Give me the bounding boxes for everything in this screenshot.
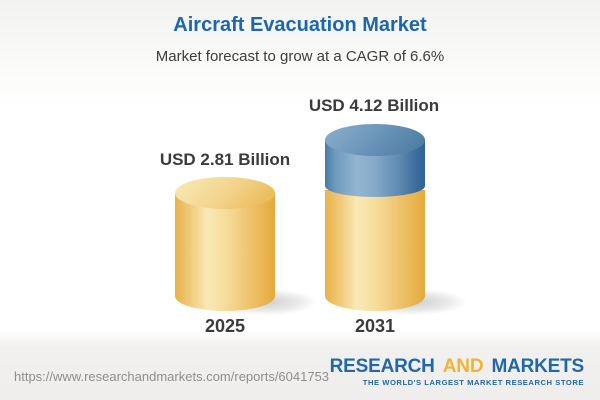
cylinder-2031-base-segment	[325, 190, 425, 311]
brand-logo-wordmark: RESEARCH AND MARKETS	[329, 356, 585, 377]
brand-logo: RESEARCH AND MARKETS THE WORLD'S LARGEST…	[329, 356, 585, 387]
logo-tagline: THE WORLD'S LARGEST MARKET RESEARCH STOR…	[362, 378, 584, 387]
logo-word-research: RESEARCH	[329, 356, 435, 377]
logo-word-markets: MARKETS	[491, 356, 584, 377]
cylinder-2025-body	[175, 193, 275, 311]
x-label-2025: 2025	[204, 316, 246, 336]
cylinder-2025-top	[175, 177, 275, 209]
source-url: https://www.researchandmarkets.com/repor…	[14, 369, 330, 384]
value-label-2025: USD 2.81 Billion	[159, 150, 291, 169]
x-label-2031: 2031	[354, 316, 396, 336]
logo-word-and: AND	[442, 356, 484, 377]
page-title: Aircraft Evacuation Market	[173, 14, 427, 36]
page-subtitle: Market forecast to grow at a CAGR of 6.6…	[155, 48, 445, 65]
value-label-2031: USD 4.12 Billion	[308, 96, 440, 115]
cylinder-2031-top	[325, 124, 425, 156]
